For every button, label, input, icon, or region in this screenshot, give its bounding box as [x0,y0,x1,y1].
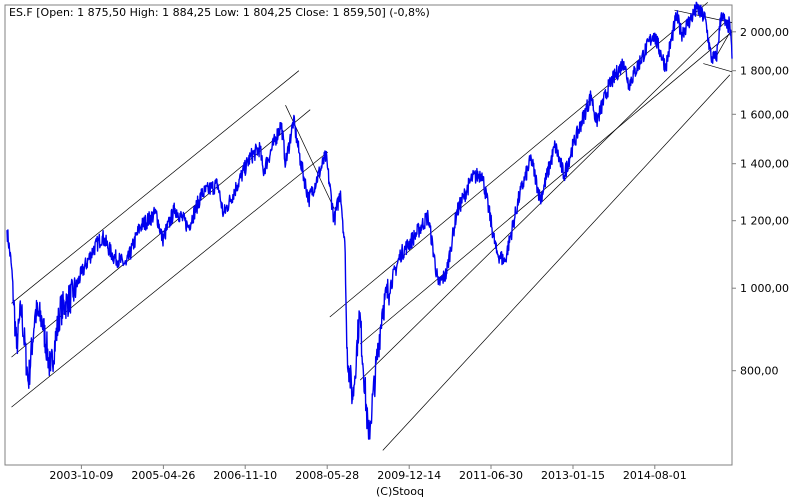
y-tick-label: 2 000,00 [740,26,789,39]
trendline-6 [359,19,728,381]
trendline-1 [11,70,300,304]
y-tick-label: 800,00 [740,365,779,378]
x-tick-label: 2005-04-26 [131,469,195,482]
trendline-7 [382,74,731,451]
y-tick-label: 1 800,00 [740,65,789,78]
trendline-10 [703,63,733,73]
y-axis: 800,00 1 000,00 1 200,00 1 400,00 1 600,00 1 … [732,26,789,378]
x-tick-label: 2003-10-09 [49,469,113,482]
x-tick-label: 2013-01-15 [541,469,605,482]
plot-area [4,4,733,466]
y-tick-label: 1 400,00 [740,158,789,171]
series-line-1 [6,1,733,440]
y-tick-label: 1 000,00 [740,282,789,295]
y-tick-label: 1 600,00 [740,108,789,121]
copyright-footer: (C)Stooq [376,485,424,498]
trendline-3 [11,151,329,408]
x-axis: 2003-10-09 2005-04-26 2006-11-10 2008-05-28… [49,465,687,482]
y-tick-label: 1 200,00 [740,215,789,228]
trendline-8 [359,31,733,345]
trendline-11 [714,29,732,59]
price-series [6,1,733,440]
chart-header: ES.F [Open: 1 875,50 High: 1 884,25 Low:… [9,6,430,19]
x-tick-label: 2008-05-28 [295,469,359,482]
x-tick-label: 2014-08-01 [623,469,687,482]
x-tick-label: 2009-12-14 [377,469,441,482]
x-tick-label: 2006-11-10 [213,469,277,482]
x-tick-label: 2011-06-30 [459,469,523,482]
